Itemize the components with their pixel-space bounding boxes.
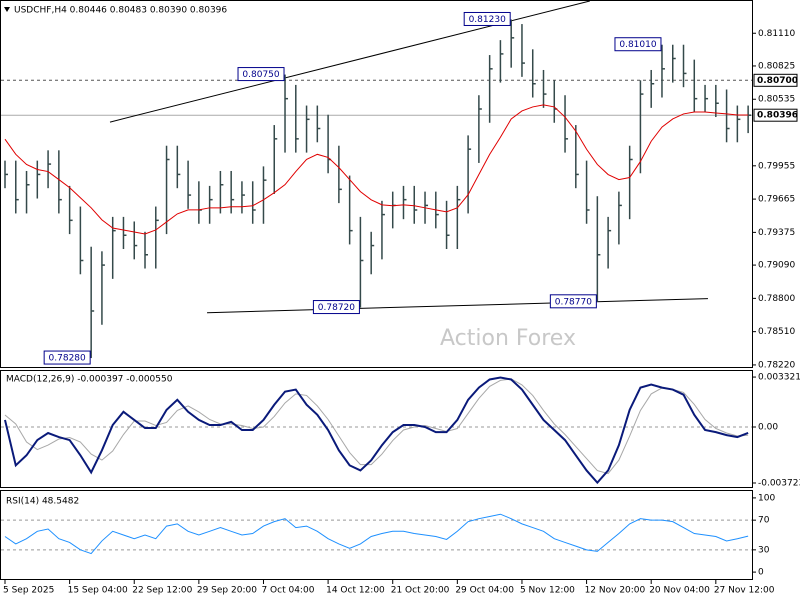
- panel-title: USDCHF,H4 0.80446 0.80483 0.80390 0.8039…: [14, 6, 227, 16]
- indicator-plot: [1, 376, 752, 485]
- y-tick-label: 0.79090: [758, 261, 795, 271]
- x-tick-label: 14 Oct 12:00: [326, 586, 385, 596]
- price-line-label: 0.80396: [757, 111, 798, 121]
- trendline: [207, 298, 708, 314]
- x-tick-label: 12 Nov 20:00: [585, 586, 646, 596]
- macd-panel: [0, 370, 753, 488]
- annotation-label: 0.78720: [318, 303, 355, 313]
- y-tick-label: 0.78510: [758, 327, 795, 337]
- x-tick-label: 20 Nov 04:00: [649, 586, 710, 596]
- menu-arrow: [4, 7, 10, 12]
- indicator-line: [4, 376, 749, 485]
- moving-average: [4, 104, 749, 235]
- y-tick-label: 0.81110: [758, 29, 795, 39]
- x-tick-label: 21 Oct 20:00: [391, 586, 450, 596]
- x-tick-label: 7 Oct 04:00: [261, 586, 314, 596]
- x-tick-label: 5 Nov 12:00: [520, 586, 575, 596]
- y-tick-label: 0.79665: [758, 195, 795, 205]
- annotation-label: 0.78280: [49, 354, 86, 364]
- indicator-line: [4, 378, 749, 475]
- x-tick-label: 29 Oct 04:00: [455, 586, 514, 596]
- y-tick-label: 0.00: [758, 423, 778, 433]
- rsi-panel: [0, 490, 753, 580]
- y-tick-label: 0.003321: [758, 373, 800, 383]
- annotation-label: 0.80750: [242, 70, 279, 80]
- x-tick-label: 5 Sep 2025: [3, 586, 54, 596]
- y-tick-label: 30: [758, 545, 770, 555]
- trendline: [109, 1, 590, 123]
- annotation-label: 0.78770: [555, 297, 592, 307]
- panel-title: RSI(14) 48.5482: [6, 497, 79, 507]
- y-tick-label: 0.78800: [758, 294, 795, 304]
- annotation-box: [614, 37, 662, 52]
- price-line-box: [753, 108, 798, 122]
- annotation-box: [549, 294, 597, 309]
- y-tick-label: 0.78220: [758, 360, 795, 370]
- annotation-box: [312, 300, 360, 315]
- price-line-box: [753, 73, 798, 87]
- y-tick-label: 0.80535: [758, 95, 795, 105]
- annotation-box: [463, 11, 511, 26]
- y-tick-label: 0.80825: [758, 61, 795, 71]
- x-tick-label: 29 Sep 20:00: [197, 586, 257, 596]
- indicator-line: [4, 513, 749, 555]
- price-line-label: 0.80700: [757, 76, 798, 86]
- y-tick-label: 0: [758, 568, 764, 578]
- annotation-label: 0.81230: [469, 15, 506, 25]
- price-panel: [0, 0, 753, 368]
- y-tick-label: 0.79375: [758, 228, 795, 238]
- watermark: Action Forex: [440, 326, 576, 351]
- panel-title: MACD(12,26,9) -0.000397 -0.000550: [6, 375, 173, 385]
- y-tick-label: -0.003723: [758, 478, 800, 488]
- indicator-plot: [1, 513, 752, 555]
- y-tick-label: 100: [758, 493, 775, 503]
- annotation-label: 0.81010: [619, 40, 656, 50]
- x-tick-label: 15 Sep 04:00: [68, 586, 128, 596]
- y-tick-label: 0.79955: [758, 161, 795, 171]
- annotation-box: [237, 67, 285, 82]
- price-plot: Action Forex: [1, 1, 752, 359]
- annotation-box: [43, 350, 91, 365]
- x-tick-label: 27 Nov 12:00: [714, 586, 775, 596]
- x-tick-label: 22 Sep 12:00: [132, 586, 192, 596]
- y-tick-label: 70: [758, 516, 770, 526]
